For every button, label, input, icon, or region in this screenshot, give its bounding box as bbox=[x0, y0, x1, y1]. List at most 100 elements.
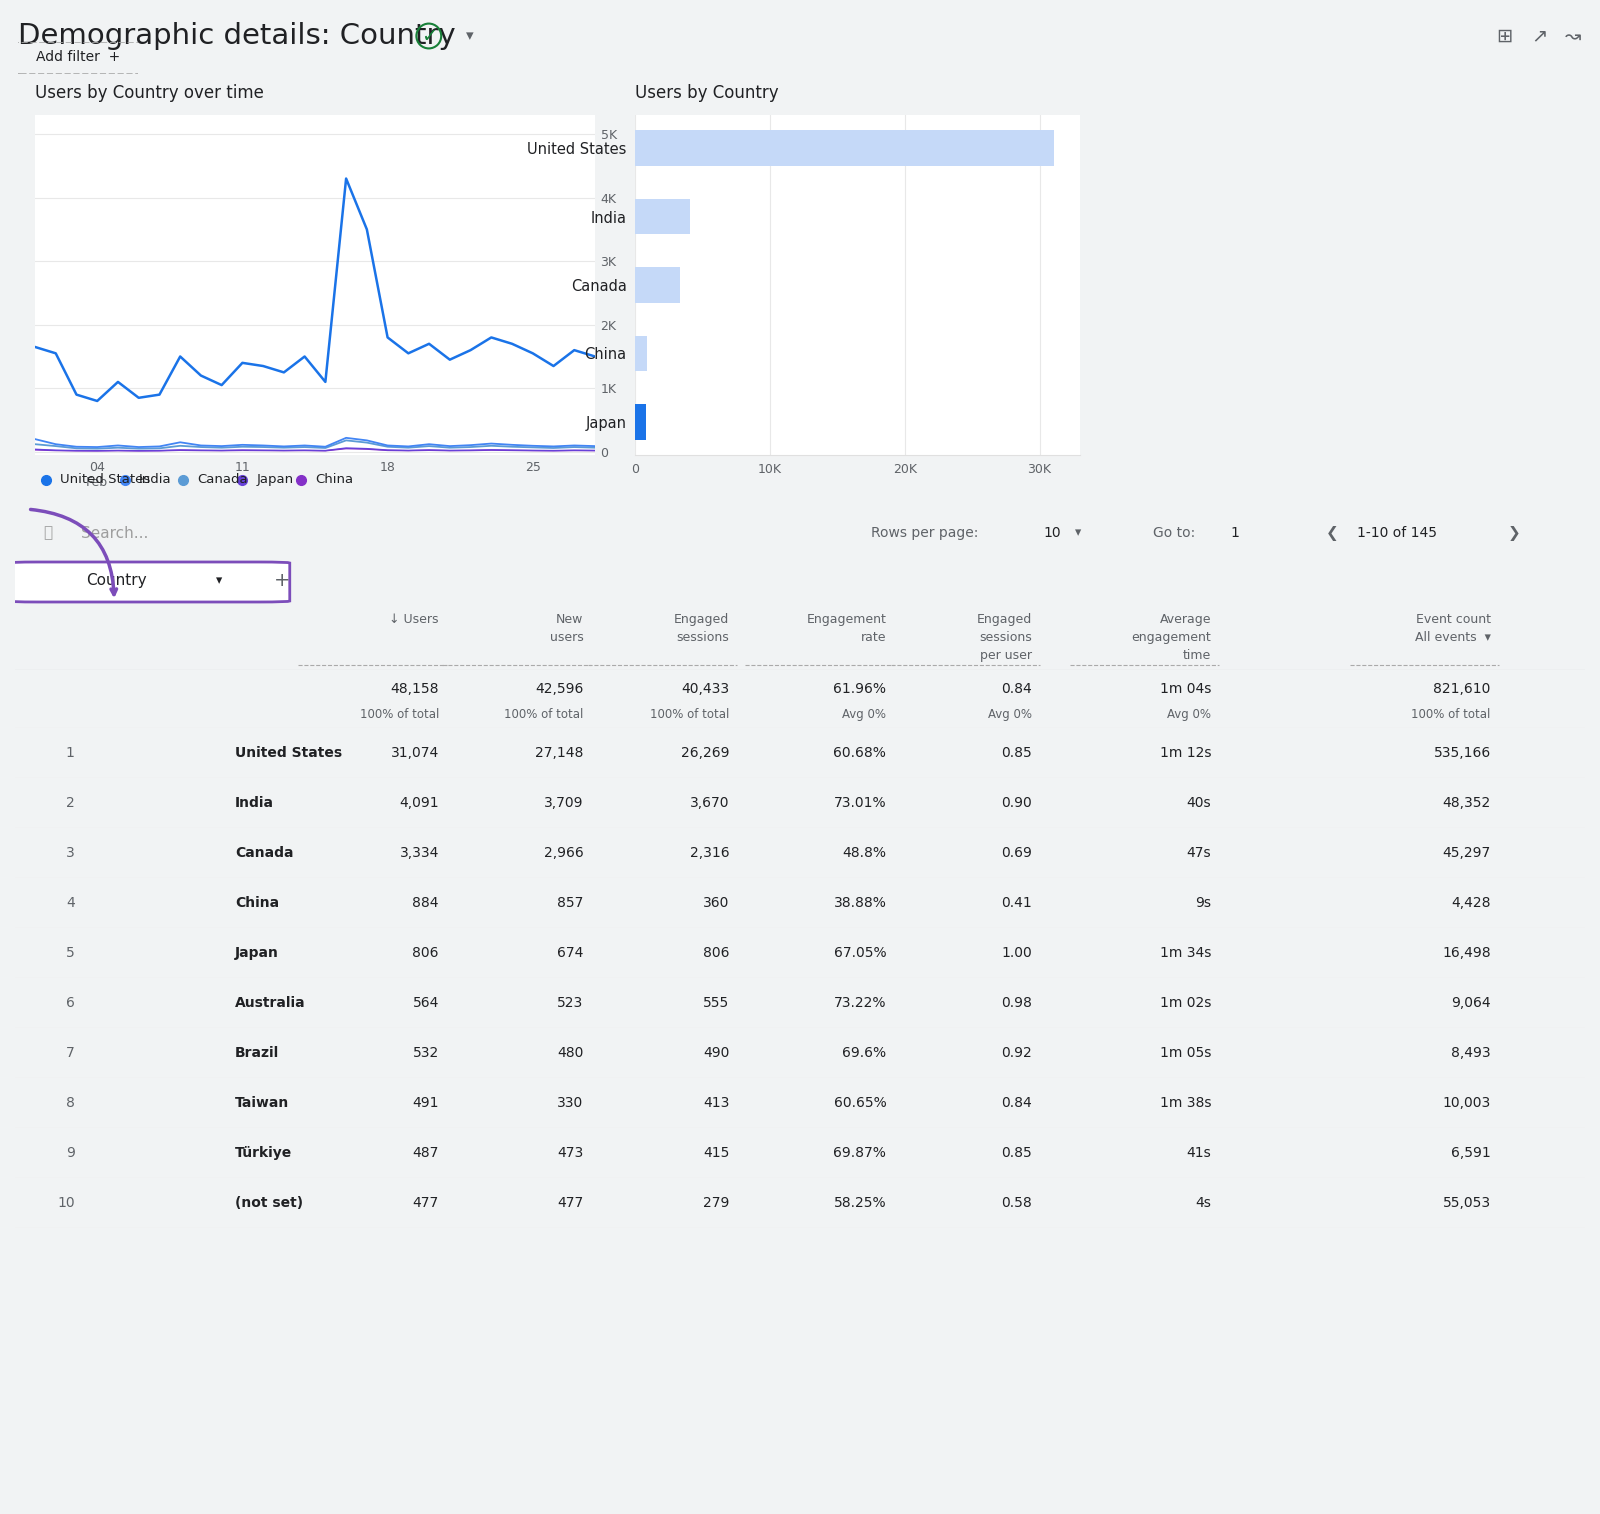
Text: 487: 487 bbox=[413, 1146, 438, 1160]
Text: 535,166: 535,166 bbox=[1434, 746, 1491, 760]
Text: ▾: ▾ bbox=[466, 29, 474, 44]
Text: 38.88%: 38.88% bbox=[834, 896, 886, 910]
Text: 1m 04s: 1m 04s bbox=[1160, 681, 1211, 695]
Text: Engaged
sessions: Engaged sessions bbox=[674, 613, 730, 643]
Text: Brazil: Brazil bbox=[235, 1046, 278, 1060]
Text: ❯: ❯ bbox=[1509, 525, 1522, 540]
Text: 806: 806 bbox=[413, 946, 438, 960]
Text: 100% of total: 100% of total bbox=[650, 707, 730, 721]
Text: 41s: 41s bbox=[1187, 1146, 1211, 1160]
Text: 1: 1 bbox=[66, 746, 75, 760]
Text: Avg 0%: Avg 0% bbox=[842, 707, 886, 721]
Text: 69.6%: 69.6% bbox=[842, 1046, 886, 1060]
Text: ⊞: ⊞ bbox=[1496, 27, 1512, 45]
Text: 3: 3 bbox=[66, 846, 75, 860]
Text: ▾: ▾ bbox=[1075, 527, 1082, 539]
Text: China: China bbox=[235, 896, 278, 910]
Text: New
users: New users bbox=[549, 613, 584, 643]
Bar bbox=[635, 336, 646, 371]
Text: 857: 857 bbox=[557, 896, 584, 910]
Text: Country: Country bbox=[86, 574, 146, 589]
Text: 279: 279 bbox=[702, 1196, 730, 1210]
Text: 73.22%: 73.22% bbox=[834, 996, 886, 1010]
Text: ↗: ↗ bbox=[1531, 27, 1547, 45]
Text: 67.05%: 67.05% bbox=[834, 946, 886, 960]
Text: Türkiye: Türkiye bbox=[235, 1146, 293, 1160]
Text: 477: 477 bbox=[557, 1196, 584, 1210]
Text: 0.85: 0.85 bbox=[1002, 746, 1032, 760]
Text: 4s: 4s bbox=[1195, 1196, 1211, 1210]
Text: 47s: 47s bbox=[1187, 846, 1211, 860]
Text: 821,610: 821,610 bbox=[1434, 681, 1491, 695]
Text: 6: 6 bbox=[66, 996, 75, 1010]
Text: 73.01%: 73.01% bbox=[834, 796, 886, 810]
Text: 330: 330 bbox=[557, 1096, 584, 1110]
FancyBboxPatch shape bbox=[6, 562, 290, 603]
Text: Rows per page:: Rows per page: bbox=[870, 525, 978, 540]
Bar bbox=[635, 266, 680, 303]
Text: United States: United States bbox=[61, 474, 150, 486]
Text: 48.8%: 48.8% bbox=[842, 846, 886, 860]
Text: United States: United States bbox=[235, 746, 342, 760]
Text: Demographic details: Country: Demographic details: Country bbox=[18, 23, 456, 50]
Text: Go to:: Go to: bbox=[1154, 525, 1195, 540]
Text: 48,352: 48,352 bbox=[1443, 796, 1491, 810]
Text: 2,316: 2,316 bbox=[690, 846, 730, 860]
Text: 16,498: 16,498 bbox=[1442, 946, 1491, 960]
Text: 490: 490 bbox=[702, 1046, 730, 1060]
Text: 9: 9 bbox=[66, 1146, 75, 1160]
Text: 5: 5 bbox=[66, 946, 75, 960]
Text: 8: 8 bbox=[66, 1096, 75, 1110]
Text: India: India bbox=[235, 796, 274, 810]
Text: 0.90: 0.90 bbox=[1002, 796, 1032, 810]
Text: 3,709: 3,709 bbox=[544, 796, 584, 810]
Text: 9,064: 9,064 bbox=[1451, 996, 1491, 1010]
Text: Users by Country over time: Users by Country over time bbox=[35, 85, 264, 103]
Text: 491: 491 bbox=[413, 1096, 438, 1110]
Text: Users by Country: Users by Country bbox=[635, 85, 779, 103]
Text: 58.25%: 58.25% bbox=[834, 1196, 886, 1210]
Text: 0.41: 0.41 bbox=[1002, 896, 1032, 910]
Text: 0.98: 0.98 bbox=[1002, 996, 1032, 1010]
Text: 31,074: 31,074 bbox=[390, 746, 438, 760]
Text: ↝: ↝ bbox=[1565, 27, 1581, 45]
Text: Avg 0%: Avg 0% bbox=[989, 707, 1032, 721]
Text: 7: 7 bbox=[66, 1046, 75, 1060]
Text: Search...: Search... bbox=[82, 525, 149, 540]
Text: 0.92: 0.92 bbox=[1002, 1046, 1032, 1060]
Text: 1m 34s: 1m 34s bbox=[1160, 946, 1211, 960]
Text: 4,428: 4,428 bbox=[1451, 896, 1491, 910]
Text: 413: 413 bbox=[702, 1096, 730, 1110]
Text: 473: 473 bbox=[557, 1146, 584, 1160]
Text: 100% of total: 100% of total bbox=[360, 707, 438, 721]
Text: 3,334: 3,334 bbox=[400, 846, 438, 860]
Text: 1m 05s: 1m 05s bbox=[1160, 1046, 1211, 1060]
Bar bbox=[635, 404, 646, 439]
Text: 10: 10 bbox=[1043, 525, 1061, 540]
Text: Taiwan: Taiwan bbox=[235, 1096, 290, 1110]
Text: Engaged
sessions
per user: Engaged sessions per user bbox=[978, 613, 1032, 662]
Text: 6,591: 6,591 bbox=[1451, 1146, 1491, 1160]
Text: 69.87%: 69.87% bbox=[834, 1146, 886, 1160]
Text: 0.85: 0.85 bbox=[1002, 1146, 1032, 1160]
Text: ▾: ▾ bbox=[216, 574, 222, 587]
Text: 45,297: 45,297 bbox=[1443, 846, 1491, 860]
Text: 🔍: 🔍 bbox=[43, 525, 53, 540]
Text: 564: 564 bbox=[413, 996, 438, 1010]
Text: 60.65%: 60.65% bbox=[834, 1096, 886, 1110]
Text: 1m 02s: 1m 02s bbox=[1160, 996, 1211, 1010]
Text: 4: 4 bbox=[66, 896, 75, 910]
Text: 0.69: 0.69 bbox=[1002, 846, 1032, 860]
Text: 674: 674 bbox=[557, 946, 584, 960]
Text: Event count
All events  ▾: Event count All events ▾ bbox=[1414, 613, 1491, 643]
Text: 9s: 9s bbox=[1195, 896, 1211, 910]
Text: Avg 0%: Avg 0% bbox=[1168, 707, 1211, 721]
Text: Canada: Canada bbox=[235, 846, 293, 860]
Text: 1-10 of 145: 1-10 of 145 bbox=[1357, 525, 1437, 540]
Text: 1.00: 1.00 bbox=[1002, 946, 1032, 960]
Text: 1m 12s: 1m 12s bbox=[1160, 746, 1211, 760]
Text: 55,053: 55,053 bbox=[1443, 1196, 1491, 1210]
Text: Add filter  +: Add filter + bbox=[35, 50, 120, 65]
Bar bbox=[635, 198, 690, 235]
Text: India: India bbox=[139, 474, 171, 486]
